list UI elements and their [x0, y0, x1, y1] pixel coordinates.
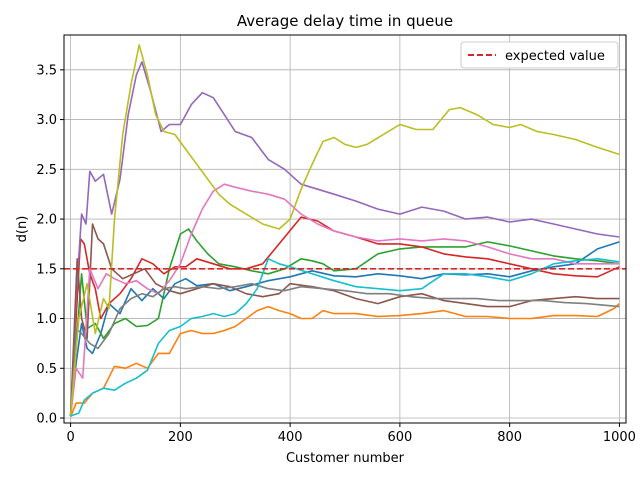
legend-box — [460, 41, 619, 69]
legend: expected value — [460, 41, 619, 69]
x-axis-label: Customer number — [286, 451, 405, 466]
y-axis-label: d(n) — [15, 216, 30, 243]
x-tick-label: 0 — [66, 430, 74, 445]
x-tick-label: 800 — [497, 430, 522, 445]
y-tick-label: 3.5 — [36, 63, 57, 78]
series-line-9 — [69, 44, 620, 417]
y-tick-label: 0.0 — [36, 412, 57, 427]
x-tick-label: 1000 — [603, 430, 636, 445]
grid — [64, 35, 626, 423]
series-line-7 — [69, 183, 620, 417]
series-line-5 — [69, 61, 620, 417]
chart-title: Average delay time in queue — [237, 12, 453, 30]
series-line-8 — [69, 282, 620, 417]
y-tick-label: 2.0 — [36, 213, 57, 228]
series-line-2 — [69, 303, 620, 418]
series-lines — [69, 44, 620, 418]
y-tick-label: 1.0 — [36, 312, 57, 327]
x-tick-label: 400 — [278, 430, 303, 445]
x-tick-label: 600 — [387, 430, 412, 445]
y-tick-label: 2.5 — [36, 163, 57, 178]
legend-label-expected-value: expected value — [505, 49, 605, 64]
series-line-1 — [69, 241, 620, 417]
y-tick-label: 3.0 — [36, 113, 57, 128]
x-tick-label: 200 — [168, 430, 193, 445]
y-tick-label: 0.5 — [36, 362, 57, 377]
plot-frame — [63, 34, 627, 424]
series-line-4 — [69, 216, 620, 417]
series-line-6 — [69, 223, 620, 417]
y-tick-label: 1.5 — [36, 262, 57, 277]
series-line-10 — [70, 258, 620, 417]
series-line-3 — [69, 228, 620, 417]
axis-ticks: 0 200 400 600 800 1000 0.0 0.5 1.0 1.5 2.0 2.5 3.0 3.… — [36, 63, 636, 445]
